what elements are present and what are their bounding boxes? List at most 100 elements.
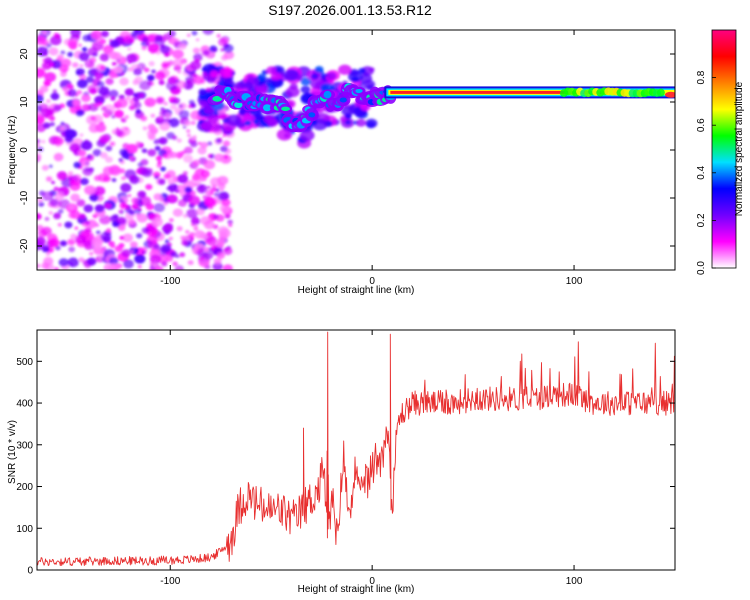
spectrogram-noise-blob [218,137,223,141]
spectrogram-noise-blob [220,145,228,153]
spectrogram-noise-blob [216,241,225,248]
spectrogram-noise-blob [96,81,105,88]
spectrogram-ridge-blob [212,95,223,102]
spectrogram-noise-blob [68,246,76,253]
spectrogram-noise-blob [190,120,196,126]
spectrogram-noise-blob [203,171,209,177]
spectrogram-noise-blob [134,254,146,264]
spectrogram-noise-blob [79,133,84,137]
spectrogram-noise-blob [52,89,57,93]
y-tick-label: 0 [19,147,30,153]
spectrogram-noise-blob [139,143,144,147]
spectrogram-noise-blob [244,120,252,126]
spectrogram-noise-blob [226,114,242,127]
spectrogram-noise-blob [188,99,195,105]
spectrogram-noise-blob [180,235,185,240]
spectrogram-noise-blob [156,97,164,104]
spectrogram-noise-blob [55,245,61,251]
spectrogram-noise-blob [127,194,132,198]
spectrogram-noise-blob [207,114,219,124]
spectrogram-noise-blob [213,257,222,265]
spectrogram-noise-blob [109,51,119,60]
spectrogram-x-label: Height of straight line (km) [298,285,415,296]
spectrogram-noise-blob [285,86,300,98]
spectrogram-noise-blob [209,122,222,133]
spectrogram-noise-blob [46,108,55,116]
spectrogram-noise-blob [100,30,109,38]
spectrogram-noise-blob [146,223,151,227]
spectrogram-noise-blob [98,86,110,96]
spectrogram-noise-blob [214,153,225,162]
spectrogram-noise-blob [119,235,125,240]
y-tick-label: 200 [16,482,33,493]
spectrogram-noise-blob [141,227,150,234]
spectrogram-noise-blob [118,209,123,214]
spectrogram-noise-blob [67,171,74,176]
spectrogram-noise-blob [111,61,117,66]
spectrogram-noise-blob [139,196,152,207]
spectrogram-noise-blob [187,133,191,137]
spectrogram-noise-blob [54,192,65,201]
spectrogram-noise-blob [351,76,359,83]
spectrogram-noise-blob [110,96,116,101]
spectrogram-noise-blob [134,208,142,215]
spectrogram-noise-blob [178,104,184,108]
spectrogram-noise-blob [254,112,264,120]
spectrogram-noise-blob [234,81,246,90]
spectrogram-noise-blob [128,219,136,226]
spectrogram-noise-blob [161,62,169,69]
spectrogram-noise-blob [253,119,259,124]
spectrogram-noise-blob [199,232,208,240]
spectrogram-noise-blob [224,247,229,252]
spectrogram-noise-blob [37,229,48,238]
spectrogram-noise-blob [79,64,84,68]
spectrogram-noise-blob [155,71,166,81]
spectrogram-noise-blob [37,111,41,117]
spectrogram-noise-blob [222,133,227,138]
spectrogram-noise-blob [119,71,125,76]
spectrogram-noise-blob [108,89,119,98]
spectrogram-noise-blob [79,213,86,220]
spectrogram-noise-blob [94,71,104,80]
spectrogram-noise-blob [100,106,108,112]
spectrogram-noise-blob [368,67,375,72]
spectrogram-noise-blob [118,94,125,100]
spectrogram-noise-blob [81,160,91,168]
spectrogram-noise-blob [66,83,73,89]
spectrogram-noise-blob [205,87,212,92]
spectrogram-noise-blob [299,129,315,142]
snr-y-ticks: 0 100 200 300 400 500 [16,357,675,577]
spectrogram-noise-blob [206,231,213,237]
spectrogram-noise-blob [51,180,55,185]
spectrogram-noise-blob [192,47,201,54]
spectrogram-noise-blob [227,219,233,225]
spectrogram-noise-blob [211,186,217,192]
spectrogram-noise-blob [48,47,59,56]
spectrogram-noise-blob [37,139,41,144]
spectrogram-noise-blob [49,121,55,127]
spectrogram-noise-blob [79,177,89,186]
spectrogram-noise-blob [84,227,92,234]
colorbar-frame [711,29,737,269]
spectrogram-noise-blob [110,244,116,249]
colorbar-tick-label: 0.6 [696,118,707,132]
spectrogram-noise-blob [103,263,113,270]
spectrogram-noise-blob [121,176,127,181]
spectrogram-noise-blob [53,186,59,192]
spectrogram-noise-blob [94,241,103,249]
spectrogram-noise-blob [99,214,111,225]
spectrogram-noise-blob [142,126,148,131]
spectrogram-noise-blob [109,215,118,222]
spectrogram-noise-blob [166,194,178,204]
spectrogram-noise-blob [42,122,51,129]
spectrogram-noise-blob [93,186,106,196]
spectrogram-noise-blob [37,94,44,104]
spectrogram-noise-blob [74,226,79,230]
spectrogram-noise-blob [202,30,214,35]
spectrogram-noise-blob [181,239,189,246]
spectrogram-noise-blob [168,236,173,241]
spectrogram-noise-blob [149,264,161,270]
spectrogram-noise-blob [172,208,183,217]
spectrogram-noise-blob [153,138,160,145]
spectrogram-noise-blob [152,263,158,268]
